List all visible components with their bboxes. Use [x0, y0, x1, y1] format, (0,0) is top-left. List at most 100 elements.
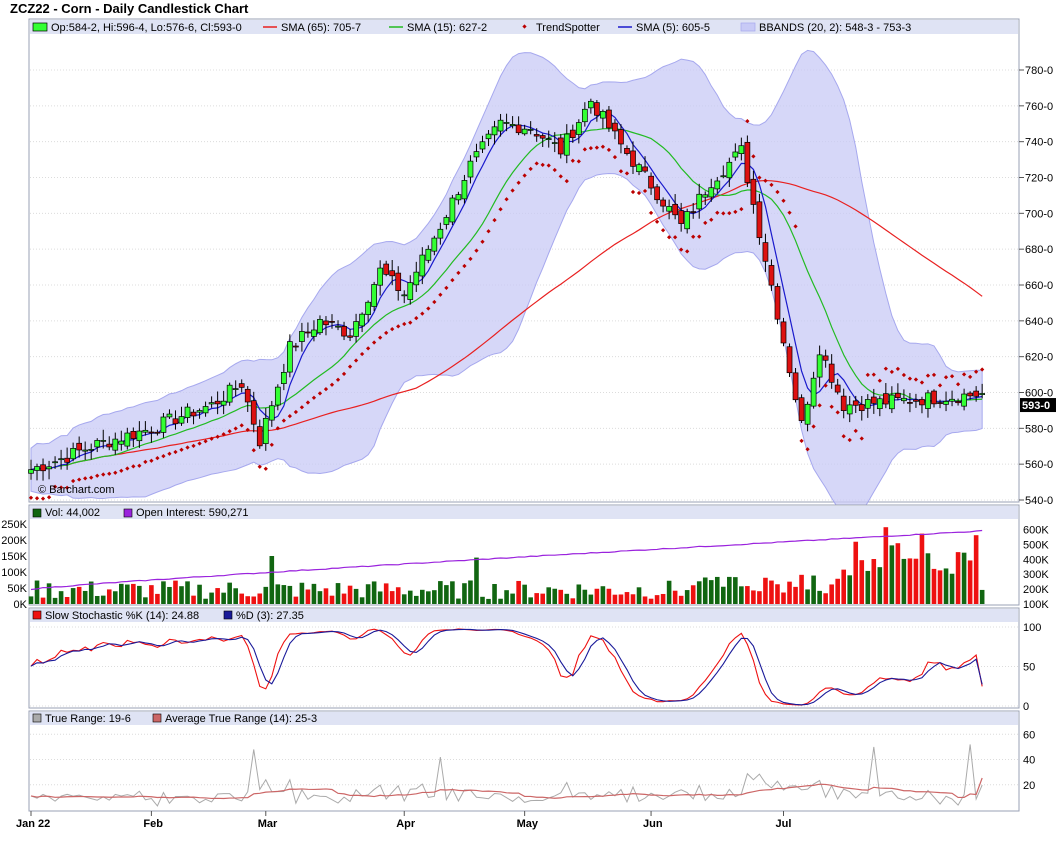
candle: [52, 456, 58, 469]
candle-body: [88, 448, 95, 451]
candle: [64, 447, 70, 470]
volume-legend-item: Open Interest: 590,271: [123, 507, 249, 519]
candle-body: [895, 392, 901, 398]
candle: [738, 137, 745, 161]
candle: [455, 191, 462, 205]
candle: [166, 409, 173, 419]
candle: [479, 135, 486, 154]
volume-bar: [275, 584, 281, 604]
trendspotter-dot: [775, 189, 780, 195]
volume-bar: [534, 593, 539, 604]
candle-body: [648, 175, 654, 189]
volume-bar: [504, 590, 509, 604]
x-tick-label: Mar: [258, 818, 278, 830]
price-tick-label: 740-0: [1025, 137, 1053, 149]
volume-bar: [215, 588, 220, 604]
candle-body: [569, 129, 576, 138]
volume-bar: [311, 583, 317, 604]
candle-body: [858, 404, 865, 412]
trendspotter-dot: [781, 198, 786, 203]
candle: [130, 427, 137, 448]
volume-bar: [919, 533, 925, 604]
volume-bar: [751, 590, 756, 604]
trendspotter-dot: [408, 320, 413, 325]
volume-legend: Vol: 44,002 Open Interest: 590,271: [32, 507, 249, 519]
price-tick-label: 600-0: [1025, 388, 1053, 400]
trendspotter-dot: [432, 299, 437, 305]
trendspotter-dot: [841, 434, 846, 439]
candle: [293, 342, 299, 352]
candle: [88, 443, 95, 460]
trendspotter-dot: [642, 188, 648, 194]
candle: [889, 386, 895, 414]
volume-bar: [931, 568, 937, 604]
candle-body: [100, 440, 107, 442]
volume-bar: [395, 587, 401, 604]
trendspotter-dot: [925, 373, 931, 378]
volume-bar: [552, 588, 558, 604]
volume-bar: [708, 580, 714, 604]
candle-body: [521, 128, 528, 135]
candle-body: [780, 321, 787, 344]
candle-body: [34, 466, 40, 471]
tr-tick: 60: [1023, 729, 1035, 741]
candle: [274, 384, 281, 411]
candle-body: [756, 201, 763, 239]
trendspotter-dot: [131, 464, 136, 469]
candle-body: [437, 228, 444, 239]
trendspotter-dot: [648, 210, 654, 215]
candle-body: [365, 301, 371, 315]
trendspotter-dot: [751, 154, 756, 159]
trendspotter-dot: [630, 189, 636, 195]
candle: [172, 410, 179, 430]
candle: [377, 260, 384, 296]
volume-bar: [630, 594, 636, 604]
stoch-legend-label: Slow Stochastic %K (14): 24.88: [45, 610, 199, 622]
volume-bar: [943, 568, 949, 604]
candle: [955, 398, 961, 406]
true-range-panel: [28, 710, 1020, 812]
candle-body: [329, 321, 335, 323]
trendspotter-dot: [588, 145, 593, 151]
volume-bar: [371, 581, 377, 604]
candle: [804, 401, 811, 432]
trendspotter-dot: [365, 346, 371, 351]
volume-bar: [383, 583, 389, 604]
candle-body: [600, 110, 606, 119]
trendspotter-dot: [335, 377, 341, 382]
candle-body: [762, 242, 769, 262]
volume-legend-bar: [30, 506, 1018, 519]
candle-body: [299, 331, 305, 342]
volume-bar: [401, 594, 407, 604]
candle: [467, 155, 474, 184]
price-legend-item: BBANDS (20, 2): 548-3 - 753-3: [740, 22, 911, 34]
candle-body: [907, 402, 913, 404]
candle: [196, 408, 203, 419]
candle: [762, 233, 769, 272]
candle-body: [214, 400, 221, 405]
volume-bar: [576, 584, 582, 604]
volume-bar: [209, 592, 214, 604]
candle: [76, 436, 83, 458]
candle-body: [666, 206, 672, 212]
legend-swatch: [223, 610, 233, 620]
candle: [913, 393, 919, 408]
true-range-legend-bar: [30, 712, 1018, 725]
price-tick-label: 680-0: [1025, 244, 1053, 256]
candle-body: [293, 345, 299, 348]
volume-bar: [76, 586, 82, 604]
candle-body: [268, 405, 275, 421]
volume-bar: [907, 558, 913, 604]
volume-bar: [407, 590, 413, 604]
volume-left-tick: 200K: [1, 535, 27, 547]
candle: [798, 394, 805, 424]
trendspotter-dot: [510, 188, 515, 193]
candle-body: [702, 194, 709, 198]
candle-body: [274, 386, 281, 406]
candle: [46, 460, 52, 480]
candle: [323, 316, 329, 336]
candle-body: [822, 355, 829, 361]
candle: [961, 388, 967, 411]
volume-bar: [618, 594, 624, 604]
trendspotter-dot: [974, 369, 979, 374]
